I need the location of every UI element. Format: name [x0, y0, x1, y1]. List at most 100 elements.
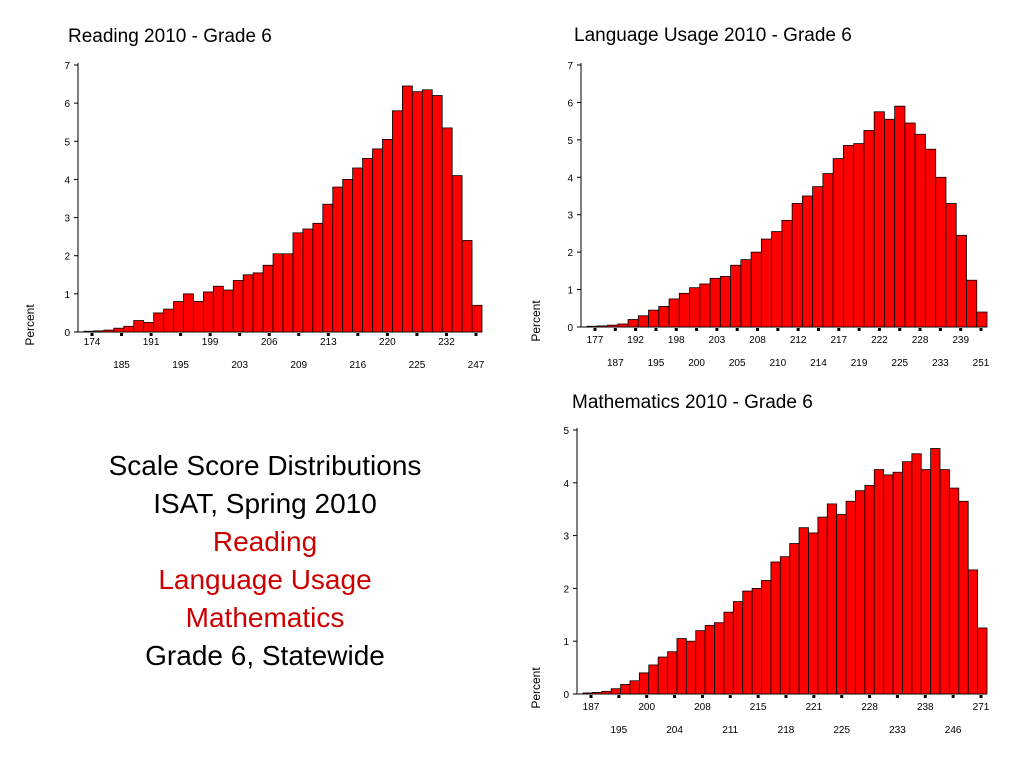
bar — [883, 474, 894, 695]
caption-title: Scale Score Distributions — [108, 450, 422, 481]
bar — [709, 277, 721, 328]
y-tick-label: 0 — [64, 328, 70, 339]
bar — [648, 309, 660, 328]
bar — [812, 186, 824, 328]
y-tick-label: 4 — [567, 173, 573, 184]
x-tick — [326, 333, 330, 336]
bar — [596, 325, 608, 328]
x-tick — [868, 695, 872, 698]
y-tick-label: 7 — [64, 61, 70, 72]
bar — [362, 158, 373, 333]
bar — [920, 469, 932, 695]
bar — [202, 291, 214, 333]
bar — [322, 203, 334, 333]
x-tick — [923, 695, 927, 698]
bar — [601, 690, 612, 695]
x-tick — [593, 328, 597, 331]
bar — [421, 89, 433, 333]
bar — [143, 322, 155, 333]
y-tick-label: 2 — [563, 584, 569, 595]
bar — [719, 276, 731, 328]
x-tick-label: 195 — [611, 725, 628, 736]
y-axis-label: Percent — [23, 304, 37, 346]
caption-subject-math: Mathematics — [185, 602, 345, 633]
bar — [471, 304, 483, 333]
bar — [966, 279, 978, 328]
bar — [826, 503, 838, 695]
bar — [292, 232, 304, 333]
y-tick-label: 3 — [567, 211, 573, 222]
bar — [873, 111, 885, 328]
x-tick — [444, 333, 448, 336]
bar — [648, 664, 659, 695]
y-axis-label: Percent — [529, 667, 543, 709]
bar — [441, 127, 453, 333]
bar — [689, 287, 701, 328]
bar — [668, 298, 680, 328]
bar — [392, 110, 403, 333]
bar — [704, 624, 715, 695]
bar — [173, 301, 184, 333]
bar — [855, 490, 866, 695]
x-tick — [267, 333, 271, 336]
bar — [657, 656, 668, 695]
bar — [817, 516, 828, 695]
x-tick — [728, 695, 732, 698]
x-tick-label: 213 — [320, 337, 337, 348]
bar — [742, 590, 753, 695]
x-tick — [645, 695, 649, 698]
x-tick — [857, 328, 861, 331]
x-tick — [840, 695, 844, 698]
bar — [843, 145, 855, 328]
x-tick-label: 185 — [113, 360, 130, 371]
bar — [873, 469, 885, 695]
x-tick — [654, 328, 658, 331]
x-tick — [918, 328, 922, 331]
x-tick — [938, 328, 942, 331]
bar — [113, 327, 125, 333]
x-tick-label: 246 — [945, 725, 962, 736]
x-tick-label: 225 — [409, 360, 426, 371]
bar — [586, 325, 598, 328]
bar — [730, 264, 742, 328]
bar — [771, 231, 783, 328]
y-axis-label: Percent — [529, 300, 543, 342]
y-tick-label: 4 — [64, 175, 70, 186]
x-tick-label: 228 — [861, 702, 878, 713]
bar — [629, 680, 640, 695]
bar — [638, 672, 650, 695]
bar — [892, 471, 903, 695]
x-tick-label: 206 — [261, 337, 278, 348]
language-usage-chart: 0 1 2 3 4 5 6 7 Percent 177 187 192 195 198 200 203 205 2… — [529, 61, 990, 369]
bar — [699, 283, 711, 328]
x-tick-label: 219 — [851, 358, 868, 369]
mathematics-chart: 0 1 2 3 4 5 Percent 187 195 200 204 208 211 215 218 221… — [529, 426, 990, 736]
bar — [685, 640, 697, 695]
reading-chart: 0 1 2 3 4 5 6 7 Percent 174 185 191 195 199 203 206 209 2… — [23, 61, 485, 371]
x-tick — [812, 695, 816, 698]
bar — [732, 601, 744, 695]
bar — [401, 85, 413, 333]
bar — [232, 280, 244, 333]
x-tick-label: 174 — [84, 337, 101, 348]
x-tick-label: 195 — [172, 360, 189, 371]
bar — [591, 692, 603, 695]
bar — [977, 627, 988, 695]
bar — [935, 176, 947, 328]
x-tick — [796, 328, 800, 331]
bar — [789, 543, 800, 695]
x-tick — [634, 328, 638, 331]
x-tick-label: 222 — [871, 335, 888, 346]
x-tick-label: 199 — [202, 337, 219, 348]
bar — [853, 143, 865, 328]
x-tick-label: 225 — [891, 358, 908, 369]
x-tick-label: 232 — [438, 337, 455, 348]
bar — [967, 569, 979, 695]
x-tick-label: 192 — [627, 335, 644, 346]
bar — [864, 485, 875, 695]
bar — [822, 173, 834, 328]
x-tick — [715, 328, 719, 331]
x-tick — [816, 328, 820, 331]
x-tick-label: 217 — [830, 335, 847, 346]
bar — [939, 469, 950, 695]
